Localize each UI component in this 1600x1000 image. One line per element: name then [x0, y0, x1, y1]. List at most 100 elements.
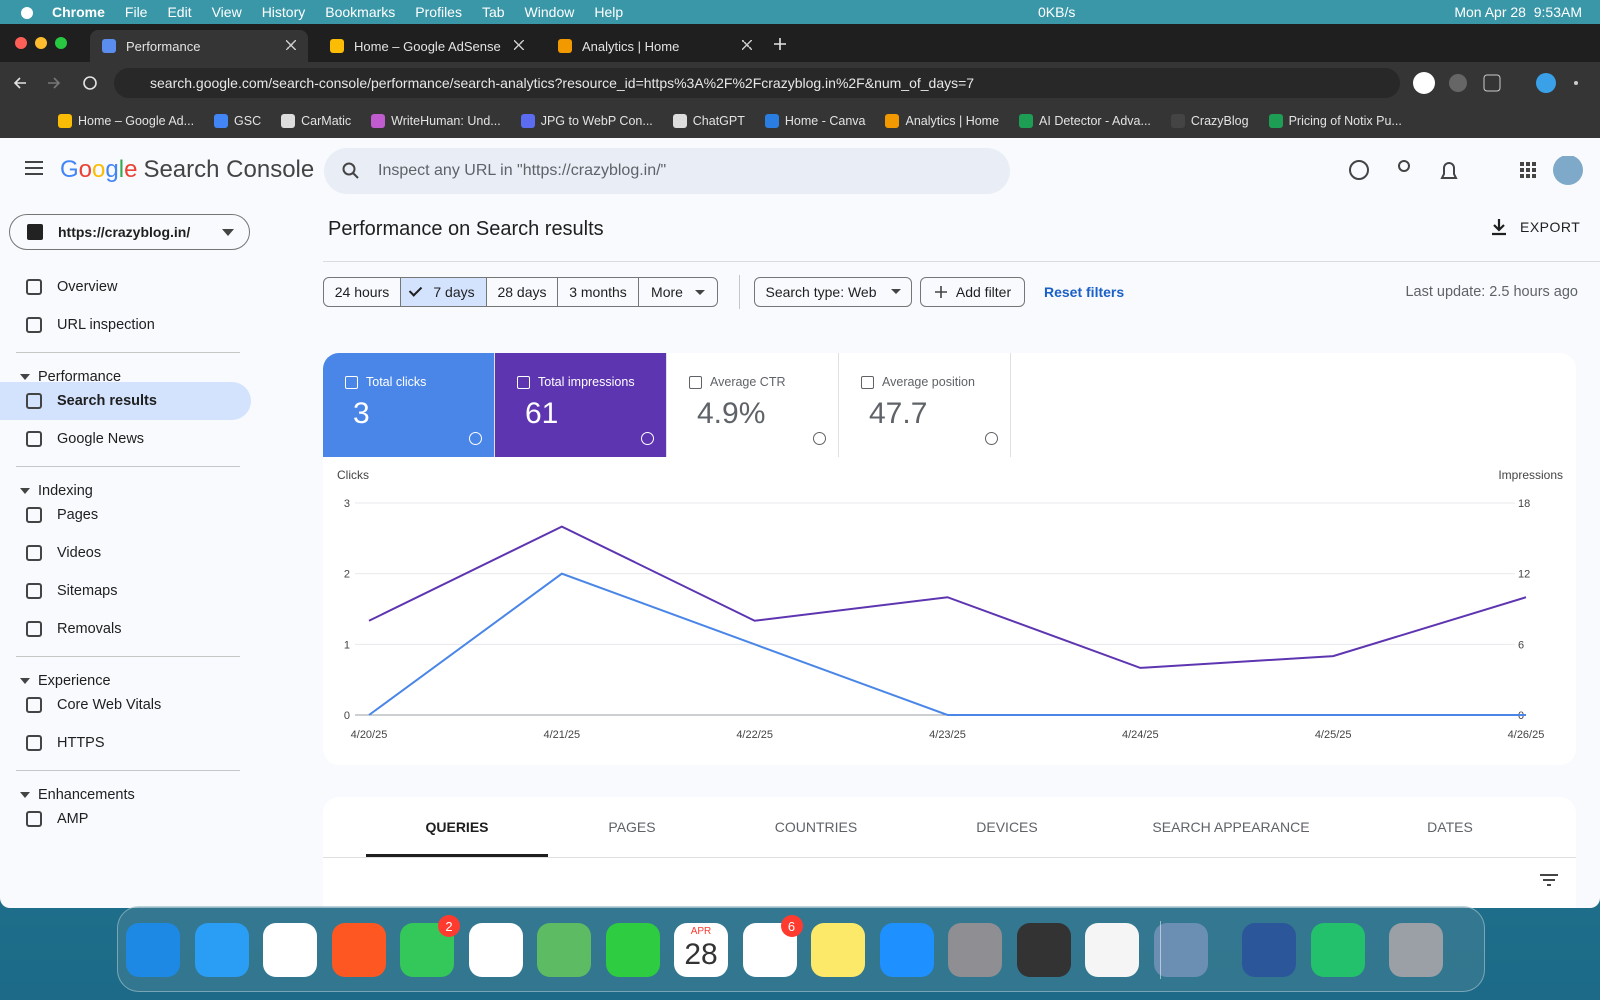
report-tab[interactable]: COUNTRIES [774, 819, 858, 835]
bookmark[interactable]: ChatGPT [672, 114, 745, 128]
dock-icon[interactable] [468, 923, 523, 977]
reset-filters[interactable]: Reset filters [1044, 284, 1125, 300]
date-range-chip[interactable]: 7 days [400, 277, 487, 307]
bookmark[interactable]: CarMatic [281, 114, 351, 128]
dock-icon[interactable] [126, 923, 180, 977]
dock-icon[interactable] [811, 923, 865, 977]
bookmark[interactable]: WriteHuman: Und... [371, 114, 501, 128]
report-tab[interactable]: DATES [1427, 819, 1473, 835]
bookmark[interactable]: CrazyBlog [1170, 114, 1249, 128]
tab-close[interactable] [742, 40, 752, 50]
bookmark[interactable]: Home - Canva [764, 114, 865, 128]
report-tab[interactable]: SEARCH APPEARANCE [1152, 819, 1310, 835]
metric-help[interactable] [469, 432, 482, 445]
menu-item[interactable]: History [261, 4, 306, 20]
menu-item[interactable]: Help [594, 4, 624, 20]
menu-item[interactable]: View [211, 4, 242, 20]
metric-help[interactable] [641, 432, 654, 445]
nav-item[interactable]: Core Web Vitals [0, 686, 251, 724]
date-range-chip[interactable]: 28 days [486, 277, 558, 307]
account-avatar[interactable] [1553, 156, 1583, 185]
dock-icon[interactable]: 2 [400, 915, 460, 977]
bookmark[interactable]: Pricing of Notix Pu... [1268, 114, 1402, 128]
dock-icon[interactable] [1310, 923, 1365, 977]
zoom-button[interactable] [55, 37, 67, 49]
tab-close[interactable] [286, 40, 296, 50]
nav-item[interactable]: Google News [0, 420, 251, 458]
date-range-chip[interactable]: 3 months [557, 277, 639, 307]
report-tab[interactable]: DEVICES [976, 819, 1038, 835]
dock-icon[interactable] [1085, 923, 1139, 977]
back-button[interactable] [13, 77, 26, 89]
report-tab[interactable]: QUERIES [425, 819, 489, 835]
add-filter-button[interactable]: Add filter [920, 277, 1025, 307]
nav-section[interactable]: Indexing [20, 483, 93, 499]
extensions-button[interactable] [1483, 74, 1501, 92]
nav-item[interactable]: Pages [0, 496, 251, 534]
bookmark[interactable]: Analytics | Home [885, 114, 999, 128]
dock-icon[interactable] [1389, 923, 1443, 977]
menu-button[interactable] [1574, 81, 1578, 85]
menu-item[interactable]: Edit [167, 4, 192, 20]
apps-button[interactable] [1520, 162, 1536, 178]
help-button[interactable] [1349, 160, 1369, 180]
close-button[interactable] [15, 37, 27, 49]
browser-tab[interactable]: Home – Google AdSense [318, 30, 536, 62]
nav-item[interactable]: Search results [0, 382, 251, 420]
notifications-button[interactable] [1440, 162, 1458, 179]
date-range-chip[interactable]: 24 hours [323, 277, 401, 307]
menu-item[interactable]: Bookmarks [325, 4, 396, 20]
metric-help[interactable] [813, 432, 826, 445]
tab-close[interactable] [514, 40, 524, 50]
nav-item[interactable]: AMP [0, 800, 251, 838]
url-field[interactable]: search.google.com/search-console/perform… [114, 68, 1400, 98]
menu-item[interactable]: Profiles [415, 4, 462, 20]
forward-button[interactable] [48, 77, 61, 89]
nav-item[interactable]: Removals [0, 610, 251, 648]
property-selector[interactable]: https://crazyblog.in/ [9, 214, 250, 250]
logo[interactable]: Google Search Console [60, 156, 314, 184]
metric-card[interactable]: Average position 47.7 [839, 353, 1011, 457]
settings-button[interactable] [1398, 160, 1410, 172]
minimize-button[interactable] [35, 37, 47, 49]
apple-logo[interactable] [18, 3, 36, 21]
dock-icon[interactable] [948, 923, 1002, 977]
profile-button[interactable] [1536, 73, 1556, 93]
app-name[interactable]: Chrome [52, 4, 105, 20]
metric-help[interactable] [985, 432, 998, 445]
bookmark[interactable]: JPG to WebP Con... [520, 114, 653, 128]
reload-button[interactable] [83, 76, 97, 90]
dock-icon[interactable] [1242, 923, 1296, 977]
report-tab[interactable]: PAGES [608, 819, 656, 835]
browser-tab[interactable]: Analytics | Home [546, 30, 764, 62]
dock-icon[interactable] [331, 923, 386, 977]
dock-icon[interactable] [1016, 923, 1071, 977]
export-button[interactable]: EXPORT [1490, 218, 1580, 236]
menu-item[interactable]: Window [524, 4, 575, 20]
nav-section[interactable]: Performance [20, 369, 121, 385]
nav-item[interactable]: URL inspection [0, 306, 251, 344]
search-type-filter[interactable]: Search type: Web [754, 277, 912, 307]
extension-icon[interactable] [1413, 72, 1435, 94]
extension-icon[interactable] [1449, 74, 1467, 92]
nav-section[interactable]: Experience [20, 673, 111, 689]
metric-card[interactable]: Average CTR 4.9% [667, 353, 839, 457]
bookmark[interactable]: GSC [214, 114, 261, 128]
menu-item[interactable]: Tab [481, 4, 505, 20]
dock-icon[interactable] [879, 923, 934, 977]
nav-item[interactable]: Overview [0, 268, 251, 306]
bookmark[interactable]: Home – Google Ad... [58, 114, 194, 128]
browser-tab[interactable]: Performance [90, 30, 308, 62]
nav-section[interactable]: Enhancements [20, 787, 135, 803]
nav-item[interactable]: HTTPS [0, 724, 251, 762]
dock-icon[interactable]: 6 [742, 915, 803, 977]
dock-icon[interactable] [537, 923, 591, 977]
url-inspection-search[interactable]: Inspect any URL in "https://crazyblog.in… [324, 148, 1010, 194]
dock-icon[interactable] [263, 923, 317, 977]
menu-item[interactable]: File [124, 4, 148, 20]
metric-card[interactable]: Total clicks 3 [323, 353, 495, 457]
dock-icon[interactable] [1153, 923, 1208, 977]
bookmark[interactable]: AI Detector - Adva... [1019, 114, 1151, 128]
nav-item[interactable]: Videos [0, 534, 251, 572]
main-menu[interactable] [24, 160, 44, 176]
